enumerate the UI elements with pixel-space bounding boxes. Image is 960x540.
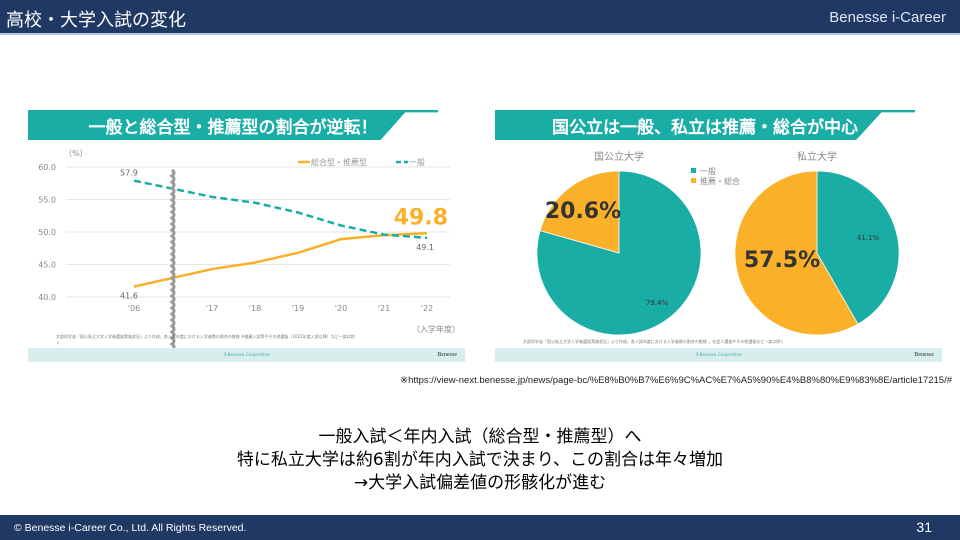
x-tick-label: '22 — [421, 304, 433, 313]
pie-title: 国公立大学 — [594, 150, 644, 163]
copyright: © Benesse i-Career Co., Ltd. All Rights … — [14, 522, 247, 534]
legend-swatch — [691, 178, 696, 183]
pie-slice — [734, 170, 859, 336]
benesse-logo: Benesse — [914, 352, 934, 358]
legend-label: 一般 — [700, 166, 716, 176]
brand-logo: Benesse i-Career — [829, 9, 946, 26]
pie-big-label: 57.5% — [744, 248, 820, 273]
y-tick-label: 45.0 — [38, 261, 56, 270]
panel-copyright: ©Benesse Corporation — [223, 352, 270, 357]
pie-slice — [539, 170, 620, 254]
pie-title: 私立大学 — [797, 150, 837, 163]
x-tick-label: '18 — [249, 304, 261, 313]
x-tick-label: '20 — [335, 304, 347, 313]
data-label-highlight: 49.8 — [394, 205, 448, 230]
x-tick-label: '19 — [292, 304, 304, 313]
message-line-2: 特に私立大学は約6割が年内入試で決まり、この割合は年々増加 — [236, 450, 724, 470]
panel-footer: ©Benesse Corporation Benesse — [495, 348, 942, 362]
pie-chart-panel: 国公立は一般、私立は推薦・総合が中心 国公立大学 20.6% 79.4% 私立大学 57… — [495, 110, 942, 362]
message-line-3: →大学入試偏差値の形骸化が進む — [353, 473, 607, 493]
pie-chart-source: 文部科学省「国公私立大学入学者選抜実施状況」より作成。各入試年度における入学者数… — [523, 339, 785, 344]
slide-title: 高校・大学入試の変化 — [6, 10, 186, 31]
line-chart-panel: 一般と総合型・推薦型の割合が逆転！ （%） 60.0 55.0 50.0 45.0 40.… — [28, 110, 465, 362]
panel-footer: ©Benesse Corporation Benesse — [28, 348, 465, 362]
pie-slice — [816, 170, 900, 325]
y-tick-label: 55.0 — [38, 196, 56, 205]
slide-header: 高校・大学入試の変化 Benesse i-Career — [0, 0, 960, 35]
line-chart: （%） 60.0 55.0 50.0 45.0 40.0 '06 '17 '18 '19 '20 '2… — [38, 149, 460, 352]
page-number: 31 — [916, 519, 932, 535]
y-axis-label: （%） — [64, 149, 88, 158]
series-line-0 — [133, 232, 428, 288]
pie-slice — [536, 170, 702, 336]
pie-small-label: 79.4% — [646, 299, 669, 307]
y-tick-label: 40.0 — [38, 293, 56, 302]
pie-chart-title: 国公立は一般、私立は推薦・総合が中心 — [495, 110, 915, 140]
pie-big-label: 20.6% — [545, 199, 621, 224]
line-chart-title: 一般と総合型・推薦型の割合が逆転！ — [28, 110, 438, 140]
pie-small-label: 41.1% — [857, 234, 880, 242]
benesse-logo: Benesse — [437, 352, 457, 358]
slide-footer: © Benesse i-Career Co., Ltd. All Rights … — [0, 515, 960, 540]
x-axis-label: （入学年度） — [412, 324, 460, 334]
data-label: 41.6 — [120, 292, 138, 301]
message-line-1: 一般入試＜年内入試（総合型・推薦型）へ — [318, 427, 642, 447]
legend-label: 一般 — [409, 157, 425, 167]
source-url: ※https://view-next.benesse.jp/news/page-… — [400, 375, 952, 386]
x-tick-label: '06 — [128, 304, 140, 313]
y-tick-label: 60.0 — [38, 163, 56, 172]
x-tick-label: '21 — [378, 304, 390, 313]
x-tick-label: '17 — [206, 304, 218, 313]
series-line-1 — [133, 179, 428, 240]
legend-label: 推薦・総合 — [700, 176, 740, 186]
data-label: 49.1 — [416, 243, 434, 252]
line-chart-source: 文部科学省「国公私立大学入学者選抜実施状況」より作成。各入試年度における入学者数… — [56, 334, 355, 345]
panel-copyright: ©Benesse Corporation — [695, 352, 742, 357]
y-tick-label: 50.0 — [38, 228, 56, 237]
axis-break — [169, 168, 176, 352]
legend-swatch — [691, 168, 696, 173]
data-label: 57.9 — [120, 169, 138, 178]
legend-label: 総合型・推薦型 — [311, 157, 367, 167]
